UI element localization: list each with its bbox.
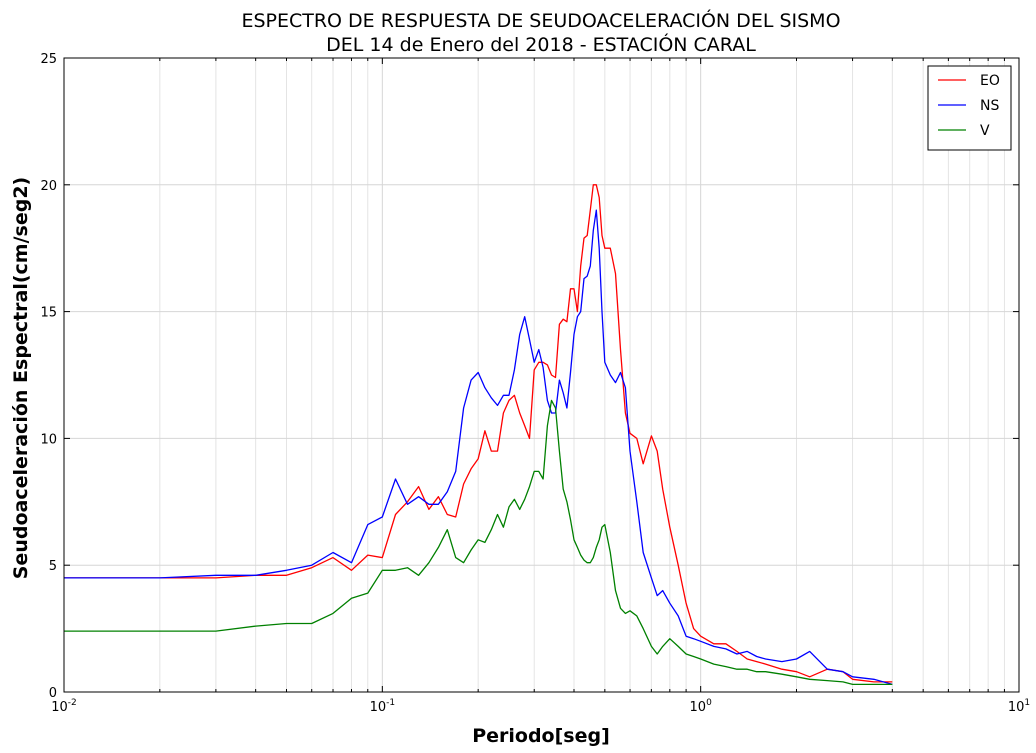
x-tick-label: 10-2 <box>51 698 77 715</box>
y-tick-label: 20 <box>40 179 57 194</box>
x-tick-base: 10 <box>51 700 68 715</box>
y-tick-label: 0 <box>49 686 57 701</box>
series-line-ns <box>64 209 893 686</box>
legend-label-eo: EO <box>980 73 1000 89</box>
legend: EO NS V <box>927 65 1012 151</box>
y-tick-label: 25 <box>40 52 57 67</box>
series-line-v <box>64 399 893 686</box>
y-tick-label: 5 <box>49 559 57 574</box>
x-tick-base: 10 <box>1008 700 1025 715</box>
x-tick-exponent: -2 <box>68 698 77 708</box>
series-line-eo <box>64 184 893 683</box>
chart-title-line-2: DEL 14 de Enero del 2018 - ESTACIÓN CARA… <box>326 32 756 56</box>
series-group <box>64 184 893 686</box>
x-tick-base: 10 <box>690 700 707 715</box>
x-tick-exponent: 1 <box>1024 698 1030 708</box>
x-tick-label: 101 <box>1008 698 1030 715</box>
y-tick-label: 10 <box>40 432 57 447</box>
legend-label-v: V <box>980 123 990 139</box>
plot-frame <box>63 57 1020 693</box>
grid <box>63 57 1019 693</box>
x-tick-exponent: 0 <box>706 698 712 708</box>
y-tick-label: 15 <box>40 306 57 321</box>
chart-title-line-1: ESPECTRO DE RESPUESTA DE SEUDOACELERACIÓ… <box>241 8 840 32</box>
x-tick-label: 10-1 <box>370 698 396 715</box>
y-axis-label: Seudoaceleración Espectral(cm/seg2) <box>10 177 32 580</box>
x-tick-label: 100 <box>690 698 713 715</box>
x-tick-exponent: -1 <box>386 698 395 708</box>
x-axis-label: Periodo[seg] <box>472 725 610 747</box>
legend-label-ns: NS <box>980 98 999 114</box>
x-tick-base: 10 <box>370 700 387 715</box>
